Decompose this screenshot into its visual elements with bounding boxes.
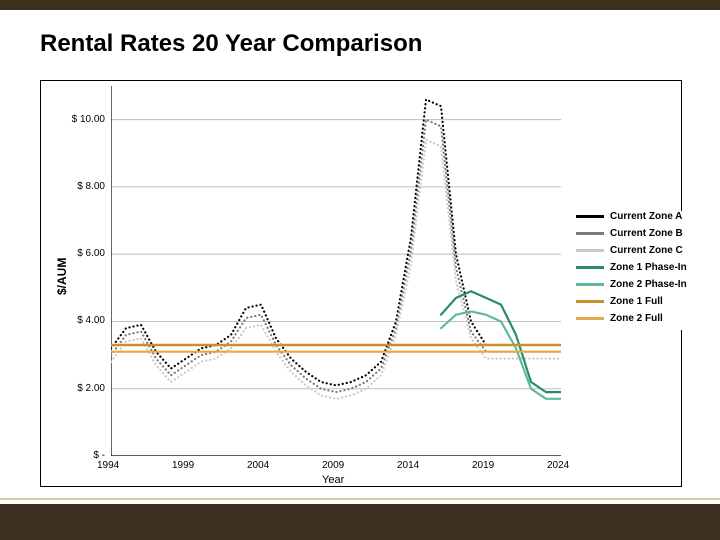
legend-label: Current Zone C	[610, 245, 683, 256]
legend: Current Zone A Current Zone B Current Zone…	[576, 211, 687, 330]
legend-item: Zone 1 Full	[576, 296, 687, 307]
legend-item: Current Zone B	[576, 228, 687, 239]
legend-label: Current Zone B	[610, 228, 683, 239]
x-tick-label: 2019	[472, 460, 494, 471]
series-line	[441, 311, 561, 398]
chart-title: Rental Rates 20 Year Comparison	[40, 30, 422, 58]
legend-item: Current Zone A	[576, 211, 687, 222]
legend-swatch	[576, 215, 604, 218]
series-line	[111, 140, 561, 399]
legend-swatch	[576, 283, 604, 286]
legend-label: Zone 2 Phase-In	[610, 279, 687, 290]
legend-label: Zone 1 Phase-In	[610, 262, 687, 273]
chart-svg	[111, 86, 561, 456]
y-tick-label: $ 8.00	[77, 181, 105, 192]
legend-swatch	[576, 300, 604, 303]
y-tick-label: $ 10.00	[72, 114, 105, 125]
y-axis-label: $/AUM	[55, 258, 69, 295]
x-axis-label: Year	[322, 474, 344, 486]
legend-label: Zone 2 Full	[610, 313, 663, 324]
x-tick-label: 2014	[397, 460, 419, 471]
legend-swatch	[576, 232, 604, 235]
legend-swatch	[576, 317, 604, 320]
y-tick-label: $ 2.00	[77, 383, 105, 394]
legend-item: Zone 1 Phase-In	[576, 262, 687, 273]
x-tick-label: 1994	[97, 460, 119, 471]
legend-item: Zone 2 Full	[576, 313, 687, 324]
y-tick-label: $ 6.00	[77, 248, 105, 259]
x-tick-label: 2004	[247, 460, 269, 471]
legend-swatch	[576, 266, 604, 269]
accent-line	[0, 498, 720, 500]
bottom-band	[0, 504, 720, 540]
legend-item: Zone 2 Phase-In	[576, 279, 687, 290]
x-tick-label: 1999	[172, 460, 194, 471]
series-line	[111, 100, 561, 386]
chart-frame: $/AUM $ -$ 2.00$ 4.00$ 6.00$ 8.00$ 10.00…	[40, 80, 682, 487]
legend-label: Current Zone A	[610, 211, 682, 222]
top-band	[0, 0, 720, 10]
x-tick-label: 2009	[322, 460, 344, 471]
x-tick-label: 2024	[547, 460, 569, 471]
y-tick-label: $ 4.00	[77, 315, 105, 326]
legend-swatch	[576, 249, 604, 252]
legend-item: Current Zone C	[576, 245, 687, 256]
plot-area	[111, 86, 561, 456]
series-line	[441, 291, 561, 392]
legend-label: Zone 1 Full	[610, 296, 663, 307]
